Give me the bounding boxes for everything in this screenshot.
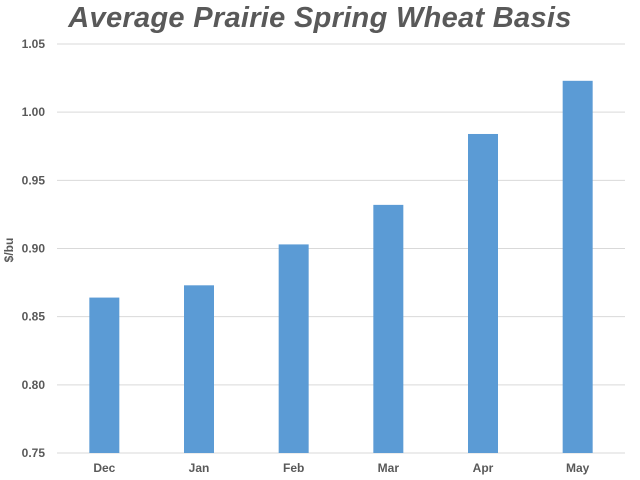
y-tick-label: 0.90	[22, 242, 46, 256]
bar-apr	[468, 133, 498, 454]
chart-title: Average Prairie Spring Wheat Basis	[68, 2, 572, 34]
y-tick-label: 1.00	[22, 105, 46, 119]
x-tick-label: Dec	[93, 461, 115, 475]
x-tick-label: Apr	[473, 461, 494, 475]
bar-mar	[373, 204, 404, 453]
y-tick-label: 0.75	[22, 446, 46, 460]
bar-dec	[89, 297, 120, 453]
y-axis-title: $/bu	[2, 238, 16, 263]
bars	[89, 80, 593, 454]
bar-jan	[184, 285, 214, 453]
y-tick-label: 0.80	[22, 378, 46, 392]
bar-may	[562, 80, 593, 453]
y-tick-labels: 0.75 0.80 0.85 0.90 0.95 1.00 1.05	[22, 37, 46, 460]
x-tick-label: Feb	[283, 461, 304, 475]
x-tick-label: Jan	[189, 461, 210, 475]
x-tick-label: Mar	[378, 461, 400, 475]
x-tick-label: May	[566, 461, 590, 475]
bar-feb	[278, 244, 309, 453]
y-tick-label: 0.85	[22, 310, 46, 324]
y-tick-label: 0.95	[22, 173, 46, 187]
y-tick-label: 1.05	[22, 37, 46, 51]
x-tick-labels: Dec Jan Feb Mar Apr May	[93, 461, 589, 475]
gridlines	[57, 43, 625, 454]
